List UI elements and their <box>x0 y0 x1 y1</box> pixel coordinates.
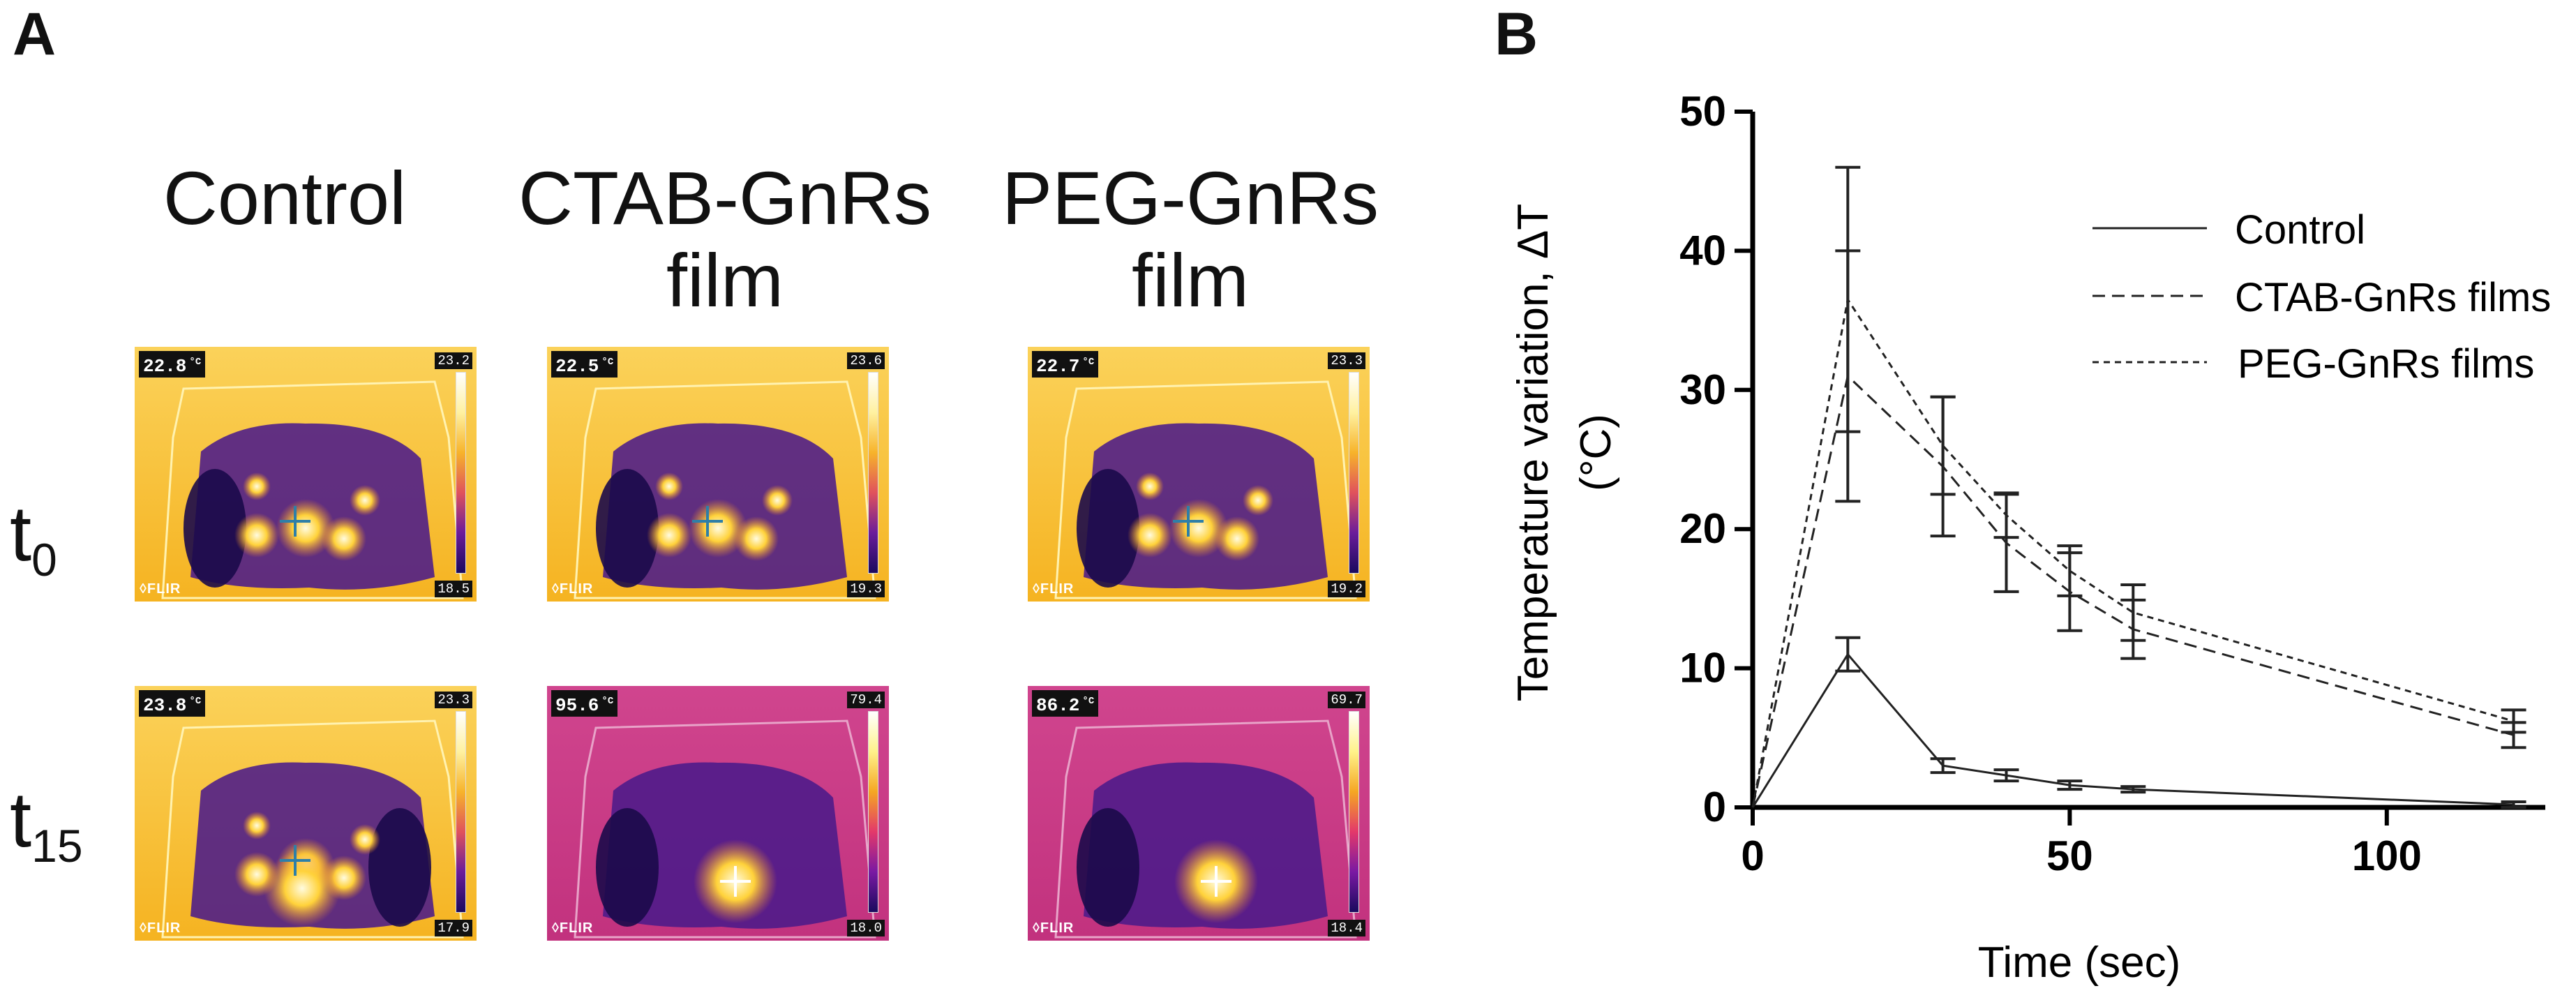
temperature-value: 22.8 <box>143 356 187 377</box>
thermal-heatmap <box>135 347 477 602</box>
thermal-image: 22.8 °C 23.2 18.5 ◊FLIR <box>135 347 477 602</box>
thermal-image: 22.5 °C 23.6 19.3 ◊FLIR <box>547 347 889 602</box>
color-scale-bar <box>456 711 466 913</box>
scale-min-label: 18.5 <box>435 581 472 597</box>
thermal-image: 22.7 °C 23.3 19.2 ◊FLIR <box>1028 347 1370 602</box>
x-axis-label: Time (sec) <box>1978 939 2180 987</box>
y-tick-label: 0 <box>1703 784 1726 830</box>
scale-min-label: 18.0 <box>847 920 885 936</box>
temperature-value: 95.6 <box>555 695 599 716</box>
column-header-control: Control <box>163 156 407 240</box>
color-scale-bar <box>868 711 878 913</box>
y-tick-label: 50 <box>1679 88 1726 135</box>
temperature-value: 23.8 <box>143 695 187 716</box>
temperature-unit: °C <box>601 357 614 368</box>
temperature-readout: 22.8 °C <box>139 351 206 378</box>
x-tick-label: 0 <box>1741 833 1764 879</box>
temperature-value: 22.7 <box>1036 356 1080 377</box>
color-scale-bar <box>1349 372 1359 574</box>
temperature-readout: 86.2 °C <box>1032 690 1099 717</box>
temperature-unit: °C <box>189 357 202 368</box>
scale-max-label: 23.3 <box>435 692 472 708</box>
thermal-heatmap <box>1028 686 1370 941</box>
x-tick-label: 100 <box>2352 833 2422 879</box>
column-header-ctab: CTAB-GnRs film <box>518 156 932 322</box>
scale-max-label: 79.4 <box>847 692 885 708</box>
scale-min-label: 19.2 <box>1328 581 1365 597</box>
temperature-unit: °C <box>601 696 614 707</box>
temperature-value: 86.2 <box>1036 695 1080 716</box>
scale-max-label: 69.7 <box>1328 692 1365 708</box>
y-tick-label: 20 <box>1679 505 1726 552</box>
column-header-peg: PEG-GnRs film <box>1001 156 1379 322</box>
temperature-readout: 23.8 °C <box>139 690 206 717</box>
flir-logo: ◊FLIR <box>552 920 594 936</box>
y-tick-label: 30 <box>1679 366 1726 413</box>
scale-min-label: 18.4 <box>1328 920 1365 936</box>
scale-min-label: 17.9 <box>435 920 472 936</box>
y-axis-label-line1: Temperature variation, ΔT <box>1509 204 1557 701</box>
thermal-image: 95.6 °C 79.4 18.0 ◊FLIR <box>547 686 889 941</box>
x-tick-label: 50 <box>2046 833 2093 879</box>
y-tick-label: 10 <box>1679 645 1726 692</box>
temperature-readout: 22.7 °C <box>1032 351 1099 378</box>
scale-max-label: 23.2 <box>435 352 472 369</box>
thermal-image: 23.8 °C 23.3 17.9 ◊FLIR <box>135 686 477 941</box>
thermal-image: 86.2 °C 69.7 18.4 ◊FLIR <box>1028 686 1370 941</box>
legend-label: CTAB-GnRs films <box>2235 275 2551 320</box>
temperature-unit: °C <box>1082 357 1095 368</box>
thermal-heatmap <box>1028 347 1370 602</box>
y-axis-label-line2: (°C) <box>1572 414 1620 491</box>
flir-logo: ◊FLIR <box>1033 920 1074 936</box>
flir-logo: ◊FLIR <box>1033 581 1074 597</box>
temperature-readout: 95.6 °C <box>551 690 618 717</box>
scale-min-label: 19.3 <box>847 581 885 597</box>
scale-max-label: 23.6 <box>847 352 885 369</box>
color-scale-bar <box>1349 711 1359 913</box>
y-tick-label: 40 <box>1679 227 1726 274</box>
temperature-value: 22.5 <box>555 356 599 377</box>
temperature-chart: 0 10 20 30 40 50 0 50 100 Time (sec) Temperature v… <box>1509 88 2551 987</box>
row-label-t0: t0 <box>10 490 57 585</box>
panel-b-letter: B <box>1495 1 1538 68</box>
flir-logo: ◊FLIR <box>140 920 181 936</box>
thermal-heatmap <box>547 686 889 941</box>
row-label-t15: t15 <box>10 776 83 872</box>
flir-logo: ◊FLIR <box>140 581 181 597</box>
thermal-heatmap <box>135 686 477 941</box>
color-scale-bar <box>456 372 466 574</box>
thermal-heatmap <box>547 347 889 602</box>
legend-label: Control <box>2235 207 2365 253</box>
series-line-1 <box>1751 652 2514 808</box>
scale-max-label: 23.3 <box>1328 352 1365 369</box>
panel-a-letter: A <box>13 1 57 68</box>
flir-logo: ◊FLIR <box>552 581 594 597</box>
legend-label: PEG-GnRs films <box>2238 341 2534 387</box>
temperature-unit: °C <box>1082 696 1095 707</box>
temperature-unit: °C <box>189 696 202 707</box>
temperature-readout: 22.5 °C <box>551 351 618 378</box>
color-scale-bar <box>868 372 878 574</box>
